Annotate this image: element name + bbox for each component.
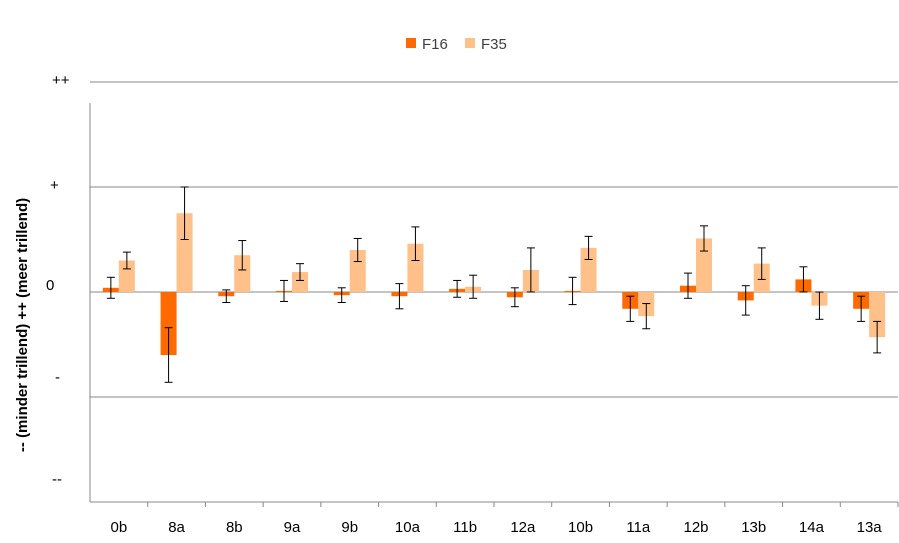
bar-f35-9b bbox=[349, 250, 366, 292]
x-tick-label: 12a bbox=[510, 519, 536, 536]
y-axis-ticks: ++ + 0 - -- bbox=[46, 72, 70, 488]
bar-f35-13a bbox=[869, 292, 886, 338]
x-tick-label: 8b bbox=[226, 519, 243, 536]
bar-f35-9a bbox=[292, 272, 308, 292]
error-bars bbox=[106, 186, 882, 383]
x-tick-label: 8a bbox=[168, 519, 185, 536]
legend-swatch-f35 bbox=[465, 38, 475, 48]
x-axis-labels: 0b 8a 8b 9a 9b 10a 11b 12a 10b 11a 12b 13b 14a 13a bbox=[111, 519, 883, 536]
x-tick-label: 10b bbox=[568, 519, 593, 536]
bars bbox=[102, 213, 886, 355]
y-tick-label-minusminus: -- bbox=[52, 471, 62, 488]
legend-label-f35: F35 bbox=[481, 36, 507, 53]
x-tick-label: 9b bbox=[341, 519, 358, 536]
x-tick-label: 9a bbox=[284, 519, 301, 536]
bar-f35-8b bbox=[234, 255, 251, 292]
gridlines bbox=[90, 81, 898, 398]
x-tick-label: 14a bbox=[799, 519, 825, 536]
x-tick-label: 11b bbox=[453, 519, 477, 536]
y-tick-label-minus: - bbox=[55, 369, 60, 386]
y-tick-label-zero: 0 bbox=[46, 277, 54, 294]
x-tick-label: 13a bbox=[857, 519, 883, 536]
bar-f35-12b bbox=[696, 238, 712, 292]
bar-f35-10b bbox=[580, 247, 597, 292]
x-axis-ticks bbox=[147, 502, 899, 507]
y-tick-label-plus: + bbox=[50, 177, 59, 194]
bar-f16-8a bbox=[160, 292, 177, 355]
x-tick-label: 13b bbox=[741, 519, 766, 536]
y-axis-title: -- (minder trillend) ++ (meer trillend) bbox=[14, 198, 31, 452]
legend: F16 F35 bbox=[406, 36, 507, 53]
x-tick-label: 12b bbox=[683, 519, 708, 536]
x-tick-label: 10a bbox=[395, 519, 421, 536]
legend-swatch-f16 bbox=[406, 38, 416, 48]
x-tick-label: 11a bbox=[626, 519, 651, 536]
x-tick-label: 0b bbox=[111, 519, 128, 536]
legend-label-f16: F16 bbox=[422, 36, 448, 53]
bar-f35-0b bbox=[118, 260, 135, 292]
bar-f35-8a bbox=[176, 213, 193, 292]
y-tick-label-plusplus: ++ bbox=[52, 72, 70, 89]
bar-f35-10a bbox=[407, 243, 424, 292]
